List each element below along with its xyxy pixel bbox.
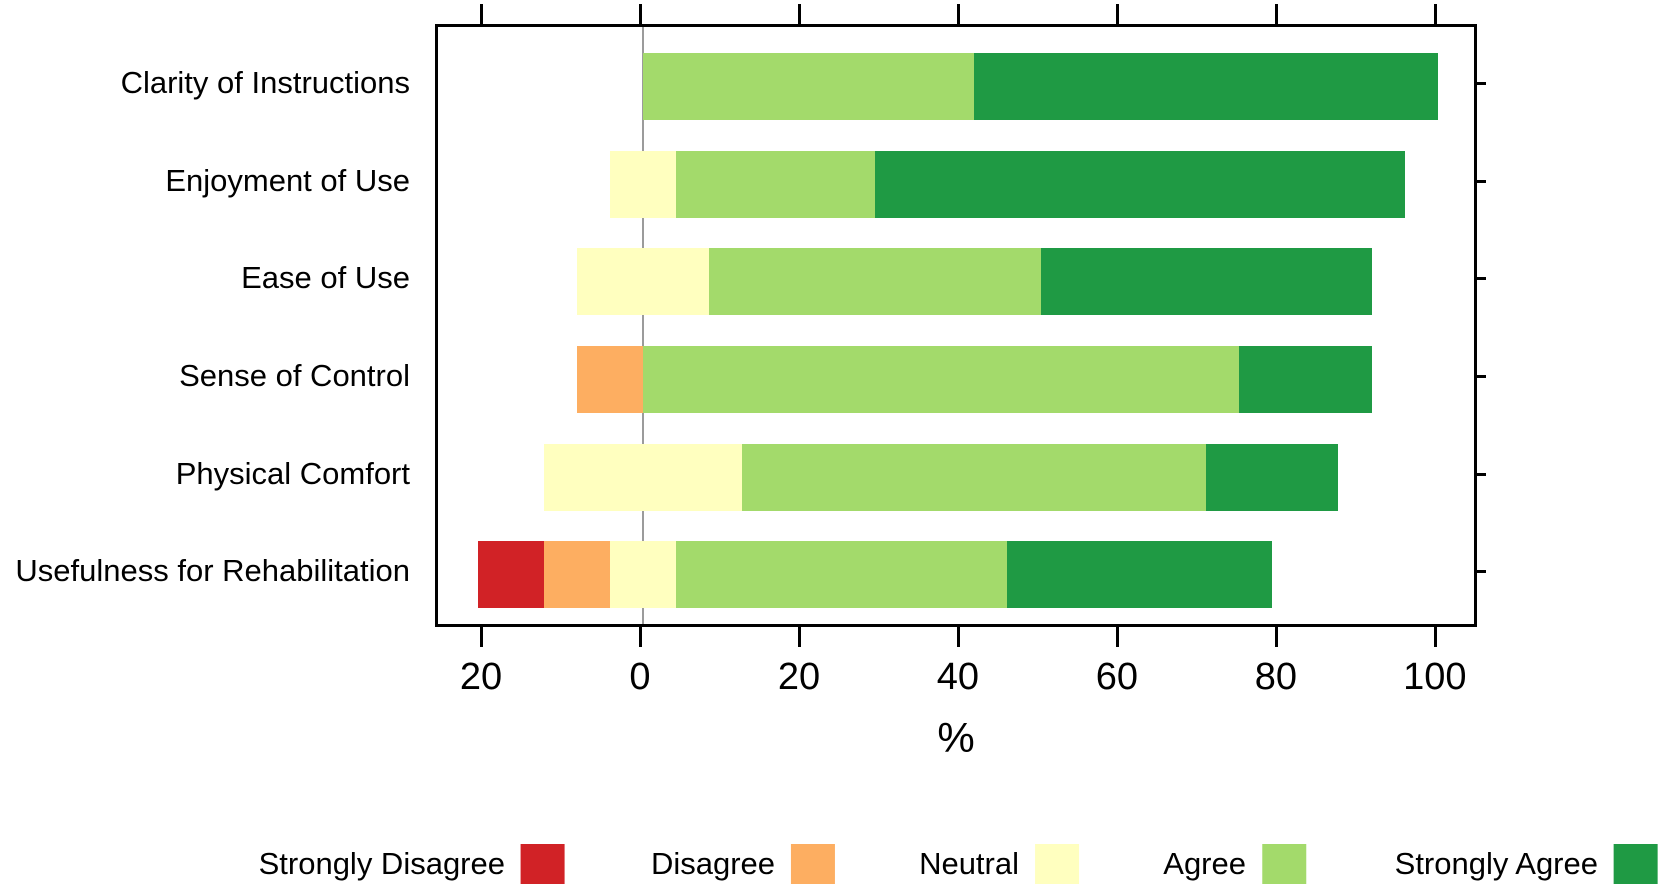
bar-segment [576, 247, 710, 315]
bar-segment [643, 52, 975, 120]
category-label: Enjoyment of Use [165, 163, 410, 198]
y-axis-tick-right [1477, 180, 1486, 183]
bar-segment [1205, 443, 1339, 511]
x-axis-tick-label: 40 [936, 656, 980, 698]
x-axis-tick-top [956, 4, 960, 24]
category-label: Ease of Use [241, 260, 410, 295]
legend-swatch [791, 844, 835, 884]
category-label: Physical Comfort [175, 456, 410, 491]
x-axis-tick-top [1274, 4, 1278, 24]
bar-segment [742, 443, 1206, 511]
bar-segment [643, 345, 1240, 413]
x-axis-tick-bottom [1433, 627, 1437, 647]
bar-segment [709, 247, 1041, 315]
legend-label: Agree [1163, 846, 1246, 881]
category-label: Usefulness for Rehabilitation [15, 553, 410, 588]
x-axis-tick-bottom [1115, 627, 1119, 647]
bar-segment [544, 540, 610, 608]
category-label: Clarity of Instructions [120, 65, 410, 100]
legend-label: Strongly Disagree [258, 846, 505, 881]
bar-segment [675, 540, 1008, 608]
x-axis-tick-label: 60 [1095, 656, 1139, 698]
x-axis-tick-top [480, 4, 484, 24]
legend-item: Strongly Agree [1395, 842, 1658, 886]
legend-swatch [1614, 844, 1658, 884]
x-axis-tick-label: 20 [459, 656, 503, 698]
x-axis-tick-bottom [1274, 627, 1278, 647]
x-axis-tick-bottom [480, 627, 484, 647]
x-axis-tick-label: 80 [1254, 656, 1297, 698]
x-axis-tick-top [639, 4, 642, 24]
y-axis-tick-right [1477, 375, 1486, 378]
legend-item: Strongly Disagree [259, 842, 565, 886]
zero-gridline [642, 27, 644, 624]
legend-swatch [1262, 844, 1306, 884]
bar-segment [974, 52, 1438, 120]
bar-segment [1040, 247, 1373, 315]
y-axis-tick-right [1477, 473, 1486, 476]
bar-segment [610, 540, 676, 608]
legend-swatch [521, 844, 565, 884]
x-axis-title: % [937, 714, 975, 761]
bar-row [438, 540, 1480, 608]
legend-label: Neutral [919, 846, 1019, 881]
bar-row [438, 247, 1480, 315]
legend-item: Neutral [919, 842, 1079, 886]
x-axis-tick-bottom [956, 627, 960, 647]
bar-segment [577, 345, 643, 413]
bar-segment [1007, 540, 1273, 608]
legend-label: Strongly Agree [1394, 846, 1598, 881]
y-axis-tick-right [1477, 277, 1486, 280]
bar-segment [675, 150, 875, 218]
bar-row [438, 150, 1480, 218]
legend-label: Disagree [650, 846, 775, 881]
bar-segment [1239, 345, 1372, 413]
bar-segment [874, 150, 1405, 218]
x-axis-tick-top [1115, 4, 1119, 24]
x-axis-tick-bottom [797, 627, 801, 647]
x-axis-tick-label: 0 [629, 656, 651, 698]
x-axis-tick-bottom [639, 627, 642, 647]
legend-item: Disagree [651, 842, 835, 886]
plot-area [435, 24, 1477, 627]
y-axis-tick-right [1477, 570, 1486, 573]
x-axis-tick-label: 20 [777, 656, 821, 698]
legend-swatch [1035, 844, 1079, 884]
x-axis-tick-top [797, 4, 801, 24]
bar-row [438, 52, 1480, 120]
category-label: Sense of Control [179, 358, 410, 393]
x-axis-tick-top [1433, 4, 1437, 24]
bar-segment [478, 540, 545, 608]
legend-item: Agree [1163, 842, 1306, 886]
bar-segment [610, 150, 676, 218]
y-axis-tick-right [1477, 82, 1486, 85]
x-axis-tick-label: 100 [1403, 656, 1467, 698]
bar-row [438, 345, 1480, 413]
bar-row [438, 443, 1480, 511]
bar-segment [543, 443, 743, 511]
